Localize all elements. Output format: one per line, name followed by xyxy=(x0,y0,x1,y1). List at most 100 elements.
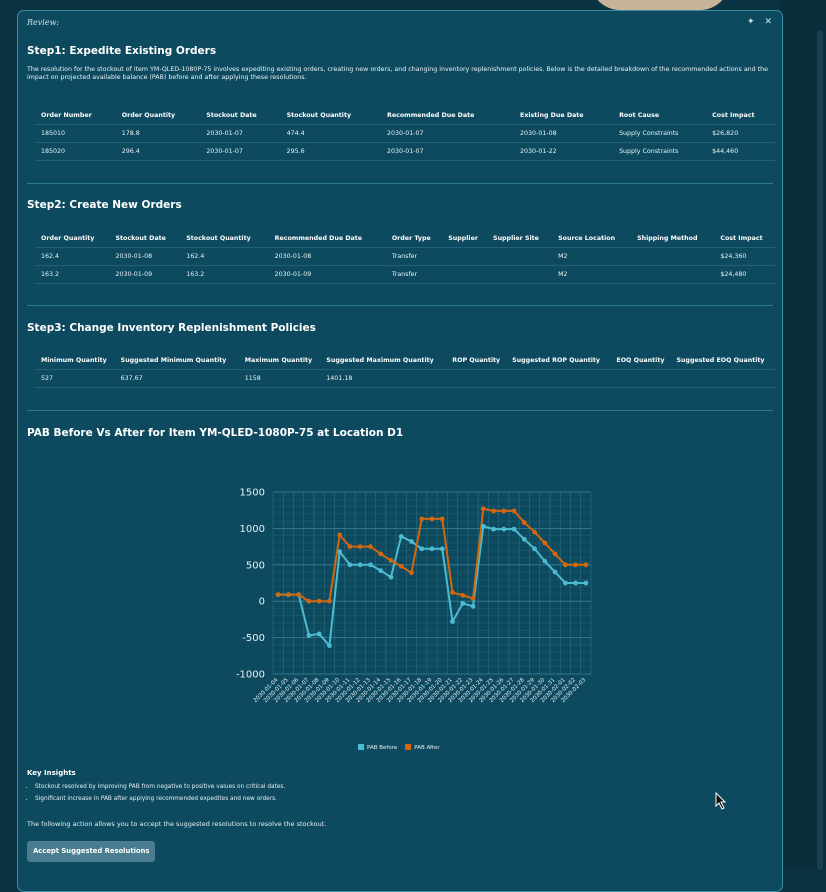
table-cell: 185020 xyxy=(35,142,116,161)
data-point-pab-before xyxy=(409,539,414,544)
column-header[interactable]: EOQ Quantity xyxy=(616,356,665,364)
y-tick-label: 0 xyxy=(259,597,265,608)
insight-item: Stockout resolved by improving PAB from … xyxy=(35,781,285,793)
data-point-pab-after xyxy=(337,532,343,538)
data-point-pab-after xyxy=(470,595,476,601)
insights-title: Key Insights xyxy=(27,769,76,777)
chart-legend: PAB Before PAB After xyxy=(358,744,440,751)
column-header[interactable]: Order Quantity xyxy=(41,234,95,242)
y-tick-label: 500 xyxy=(246,560,265,571)
data-point-pab-after xyxy=(501,508,507,514)
table-cell: 2030-01-07 xyxy=(200,142,281,161)
step2-heading: Step2: Create New Orders xyxy=(27,199,182,211)
column-header[interactable]: Minimum Quantity xyxy=(41,356,107,364)
column-header[interactable]: Supplier Site xyxy=(493,234,539,242)
dialog-title: Review: xyxy=(27,18,60,27)
table-cell xyxy=(442,247,488,266)
table-row[interactable]: 162.4 2030-01-08 162.4 2030-01-08 Transfer M2… xyxy=(35,247,775,266)
table-cell: Transfer xyxy=(385,265,443,284)
table-cell: 527 xyxy=(35,369,115,388)
table-header-row: Order Quantity Stockout Date Stockout Quan… xyxy=(35,229,775,248)
data-point-pab-before xyxy=(552,569,558,575)
column-header[interactable]: Recommended Due Date xyxy=(386,111,475,119)
table-cell xyxy=(442,265,488,284)
section-divider xyxy=(27,183,773,184)
page-scrollbar[interactable] xyxy=(817,30,823,870)
table-cell: 1158 xyxy=(238,369,321,388)
data-point-pab-before xyxy=(327,643,332,649)
column-header[interactable]: Shipping Method xyxy=(637,234,698,242)
table-header-row: Minimum Quantity Suggested Minimum Quanti… xyxy=(35,351,775,370)
column-header[interactable]: Supplier xyxy=(448,234,478,242)
data-point-pab-before xyxy=(368,562,373,568)
data-point-pab-after xyxy=(521,520,527,525)
table-cell: 474.4 xyxy=(280,124,381,143)
data-point-pab-before xyxy=(460,600,466,606)
table-cell: 163.2 xyxy=(35,265,110,284)
column-header[interactable]: Source Location xyxy=(558,234,616,242)
table-cell: 162.4 xyxy=(180,247,269,266)
column-header[interactable]: Stockout Quantity xyxy=(286,111,352,119)
table-row[interactable]: 185010 178.8 2030-01-07 474.4 2030-01-07 2030… xyxy=(35,124,775,143)
table-row[interactable]: 185020 296.4 2030-01-07 295.6 2030-01-07 2030… xyxy=(35,142,775,161)
table-cell xyxy=(610,369,671,388)
close-icon[interactable]: ✕ xyxy=(764,17,772,27)
table-cell: 2030-01-22 xyxy=(514,142,614,161)
section-divider xyxy=(27,305,773,306)
column-header[interactable]: Suggested ROP Quantity xyxy=(512,356,600,364)
table-cell: 1401.18 xyxy=(320,369,447,388)
step1-heading: Step1: Expedite Existing Orders xyxy=(27,45,217,57)
column-header[interactable]: Order Quantity xyxy=(121,111,176,119)
column-header[interactable]: Maximum Quantity xyxy=(244,356,313,364)
legend-item-after[interactable]: PAB After xyxy=(405,744,440,751)
insight-item: Significant increase in PAB after applyi… xyxy=(35,793,285,805)
data-point-pab-after xyxy=(583,562,589,568)
data-point-pab-before xyxy=(378,568,384,574)
table-cell xyxy=(670,369,775,388)
pin-icon[interactable]: ✦ xyxy=(747,17,755,27)
table-cell: 2030-01-08 xyxy=(109,247,181,266)
pab-line-chart: 150010005000-500-10002030-01-042030-01-0… xyxy=(236,488,592,704)
data-point-pab-after xyxy=(316,598,322,604)
table-row[interactable]: 163.2 2030-01-09 163.2 2030-01-09 Transfer M2… xyxy=(35,265,775,284)
data-point-pab-before xyxy=(501,526,507,532)
background-decoration xyxy=(590,0,730,10)
table-cell: 296.4 xyxy=(115,142,201,161)
table-cell: 2030-01-09 xyxy=(268,265,386,284)
data-point-pab-after xyxy=(460,592,466,598)
data-point-pab-before xyxy=(439,546,445,552)
table-cell xyxy=(487,265,553,284)
column-header[interactable]: Existing Due Date xyxy=(520,111,584,119)
column-header[interactable]: Order Type xyxy=(391,234,431,242)
legend-item-before[interactable]: PAB Before xyxy=(358,744,397,751)
column-header[interactable]: Order Number xyxy=(41,111,92,119)
data-point-pab-after xyxy=(378,551,384,557)
table-cell: 2030-01-08 xyxy=(268,247,386,266)
data-point-pab-after xyxy=(327,598,332,604)
column-header[interactable]: Suggested EOQ Quantity xyxy=(676,356,765,364)
column-header[interactable]: Root Cause xyxy=(619,111,660,119)
column-header[interactable]: Stockout Date xyxy=(115,234,166,242)
table-cell: Transfer xyxy=(385,247,443,266)
data-point-pab-before xyxy=(429,546,435,552)
data-point-pab-after xyxy=(450,590,455,595)
column-header[interactable]: Stockout Quantity xyxy=(186,234,251,242)
column-header[interactable]: Cost Impact xyxy=(712,111,755,119)
accept-resolutions-button[interactable]: Accept Suggested Resolutions xyxy=(27,841,156,862)
data-point-pab-before xyxy=(470,603,476,609)
column-header[interactable]: ROP Quantity xyxy=(452,356,501,364)
column-header[interactable]: Suggested Maximum Quantity xyxy=(326,356,434,364)
column-header[interactable]: Cost Impact xyxy=(720,234,763,242)
table-cell: M2 xyxy=(552,247,632,266)
data-point-pab-after xyxy=(398,563,404,569)
data-point-pab-after xyxy=(409,570,414,576)
table-row[interactable]: 527 637.67 1158 1401.18 xyxy=(35,369,775,388)
table-cell: 2030-01-07 xyxy=(200,124,281,143)
column-header[interactable]: Suggested Minimum Quantity xyxy=(120,356,227,364)
y-tick-label: 1000 xyxy=(240,524,265,535)
column-header[interactable]: Stockout Date xyxy=(206,111,257,119)
data-point-pab-after xyxy=(296,592,302,598)
table-cell: $44,460 xyxy=(706,142,775,161)
column-header[interactable]: Recommended Due Date xyxy=(274,234,363,242)
table-cell: 2030-01-09 xyxy=(109,265,181,284)
